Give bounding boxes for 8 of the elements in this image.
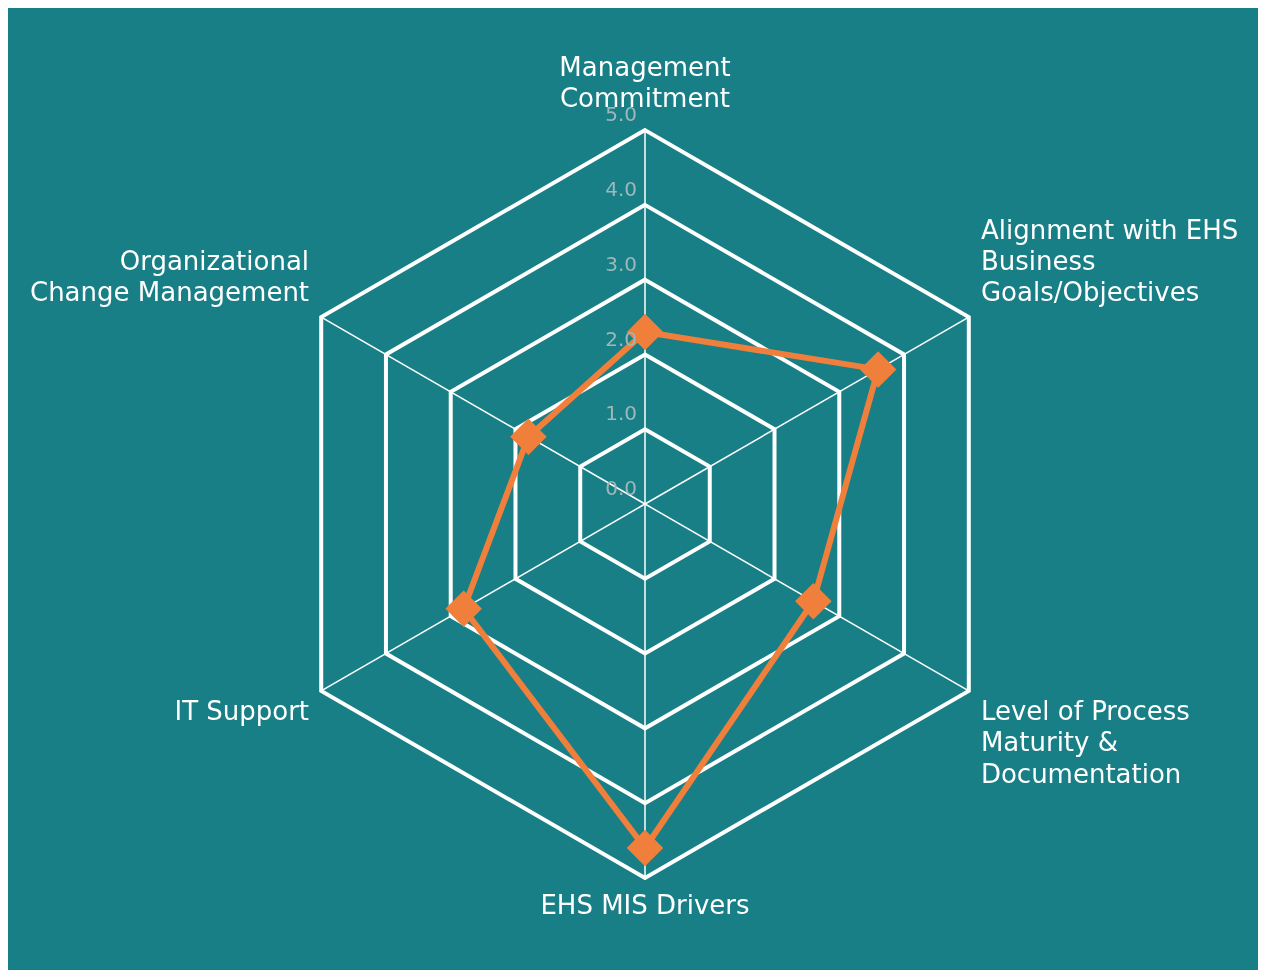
y-tick-label: 4.0 bbox=[605, 177, 637, 202]
spoke-label: Level of Process Maturity & Documentation bbox=[980, 696, 1190, 789]
spoke-label: EHS MIS Drivers bbox=[540, 890, 750, 921]
y-tick-label: 3.0 bbox=[605, 251, 637, 276]
spoke-label: Alignment with EHS Business Goals/Objectives bbox=[980, 214, 1239, 308]
spoke-label: Organizational Change Management bbox=[29, 246, 310, 308]
spoke-label: IT Support bbox=[174, 696, 310, 727]
y-tick-label: 1.0 bbox=[605, 401, 637, 426]
